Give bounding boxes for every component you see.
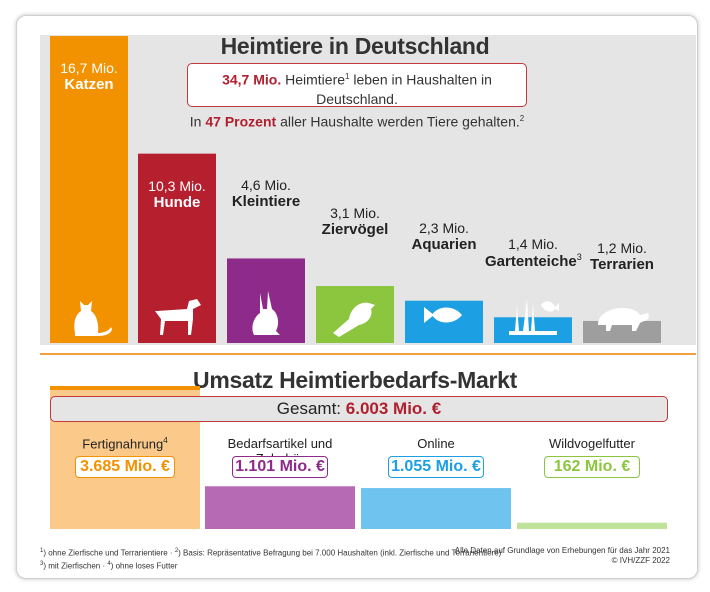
fish-icon xyxy=(424,307,462,323)
data-basis-note: Alle Daten auf Grundlage von Erhebungen … xyxy=(454,546,670,555)
market-bar-top-accent xyxy=(50,386,200,390)
callout-household-percent: 47 Prozent xyxy=(205,113,277,130)
rabbit-icon xyxy=(252,291,280,335)
footnote-text-3: ) mit Zierfischen · xyxy=(43,561,106,571)
copyright-note: © IVH/ZZF 2022 xyxy=(611,556,670,565)
parrot-icon xyxy=(333,302,375,337)
pet-bar-category: Gartenteiche3 xyxy=(485,252,582,271)
pet-bar-category: Aquarien xyxy=(411,235,477,253)
market-segment-label-1: Fertignahrung4 xyxy=(82,436,168,452)
footnote-text-2: ) Basis: Repräsentative Befragung bei 7.… xyxy=(178,548,502,558)
callout-line1-text: Heimtiere xyxy=(285,71,346,88)
market-bar-2 xyxy=(205,486,355,529)
cat-icon xyxy=(74,301,112,336)
callout-line1-rest: leben in Haushalten in Deutschland. xyxy=(316,71,492,107)
market-total-box: Gesamt: 6.003 Mio. € xyxy=(50,396,668,422)
pet-bar-category: Kleintiere xyxy=(231,193,301,211)
market-total-value: 6.003 Mio. € xyxy=(345,399,442,418)
goldfish-pond-icon xyxy=(509,299,559,335)
market-segment-value-2: 1.101 Mio. € xyxy=(232,456,328,478)
pet-bar-value: 10,3 Mio. xyxy=(148,177,206,194)
market-chart-title: Umsatz Heimtierbedarfs-Markt xyxy=(193,367,517,393)
market-footnote-marker: 4 xyxy=(163,436,168,445)
market-segment-value-4: 162 Mio. € xyxy=(544,456,640,478)
footnote-marker-3: 3 xyxy=(40,560,44,567)
pet-bar-category: Hunde xyxy=(153,193,201,211)
footnote-marker-2: 2 xyxy=(174,548,179,554)
pets-summary-callout: 34,7 Mio. Heimtiere1 leben in Haushalten… xyxy=(187,63,527,129)
market-total-label: Gesamt: xyxy=(276,399,342,418)
section-divider xyxy=(40,353,696,355)
market-segment-label-4: Wildvogelfutter xyxy=(549,436,635,451)
footnote-text-1: ) ohne Zierfische und Terrarientiere · xyxy=(43,548,173,558)
callout-line2-text: aller Haushalte werden Tiere gehalten. xyxy=(280,113,520,130)
pet-bar-label-5: 2,3 Mio. Aquarien xyxy=(396,220,492,253)
footnote-line-1: 1) ohne Zierfische und Terrarientiere · … xyxy=(40,546,501,559)
footnote-marker-4: 4 xyxy=(107,560,111,567)
callout-line2-pre: In xyxy=(189,113,202,130)
dog-icon xyxy=(155,299,201,335)
pet-bar-label-3: 4,6 Mio. Kleintiere xyxy=(218,177,314,210)
pet-bar-value: 1,4 Mio. xyxy=(508,236,558,253)
pet-bar-label-1: 16,7 Mio. Katzen xyxy=(41,60,137,93)
pet-bar-category: Terrarien xyxy=(590,255,654,273)
footnote-text-4: ) ohne loses Futter xyxy=(110,561,178,571)
footnotes-left: 1) ohne Zierfische und Terrarientiere · … xyxy=(40,546,501,571)
market-segment-label-3: Online xyxy=(417,436,455,451)
callout-footnote-1: 1 xyxy=(345,72,350,81)
pet-bar-footnote-marker: 3 xyxy=(576,252,582,263)
pet-bar-value: 4,6 Mio. xyxy=(241,177,291,194)
pet-bar-label-2: 10,3 Mio. Hunde xyxy=(129,178,225,211)
pet-bar-value: 1,2 Mio. xyxy=(597,239,647,256)
pet-bar-category: Katzen xyxy=(64,76,114,93)
market-bar-4 xyxy=(517,522,667,529)
pet-bar-category: Ziervögel xyxy=(321,221,389,238)
market-segment-value-1: 3.685 Mio. € xyxy=(75,456,175,478)
pet-bar-1 xyxy=(50,36,128,343)
pet-bar-value: 2,3 Mio. xyxy=(419,219,469,236)
callout-footnote-2: 2 xyxy=(519,113,525,123)
turtle-icon xyxy=(598,308,649,331)
pet-bar-value: 16,7 Mio. xyxy=(60,60,118,76)
callout-pet-count: 34,7 Mio. xyxy=(222,71,282,88)
pet-bar-value: 3,1 Mio. xyxy=(330,205,380,221)
market-segment-value-3: 1.055 Mio. € xyxy=(388,456,484,478)
pet-bar-7 xyxy=(583,320,661,343)
market-bar-3 xyxy=(361,488,511,529)
footnote-line-2: 3) mit Zierfischen · 4) ohne loses Futte… xyxy=(40,559,501,572)
pet-bar-label-7: 1,2 Mio. Terrarien xyxy=(574,240,670,273)
pet-bar-label-6: 1,4 Mio. Gartenteiche3 xyxy=(485,236,582,271)
footnote-marker-1: 1 xyxy=(40,548,44,554)
footnotes-right: Alle Daten auf Grundlage von Erhebungen … xyxy=(455,546,670,566)
pets-chart-title: Heimtiere in Deutschland xyxy=(220,33,490,59)
pet-bar-label-4: 3,1 Mio. Ziervögel xyxy=(307,205,403,238)
